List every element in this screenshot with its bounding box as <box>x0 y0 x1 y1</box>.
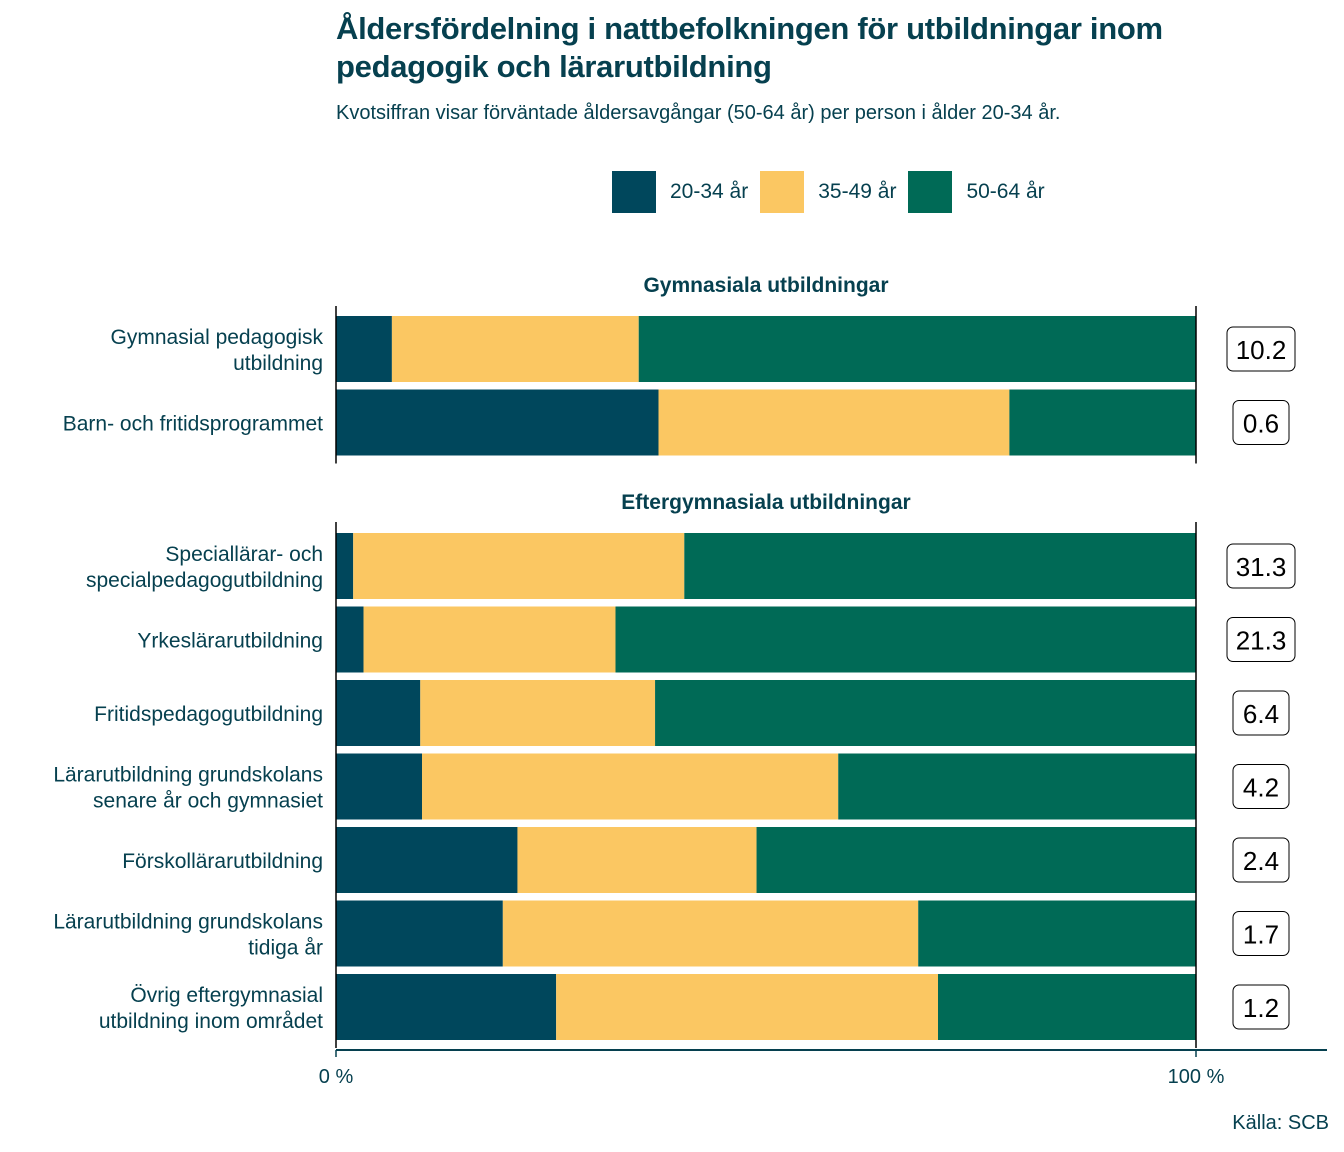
bar-segment-gymnasiala-1-1 <box>658 389 1010 456</box>
ratio-box-eftergymnasiala-4 <box>1232 837 1290 883</box>
bar-segment-eftergymnasiala-2-2 <box>655 680 1196 746</box>
category-label-eftergymnasiala-1: Yrkeslärarutbildning <box>137 630 323 653</box>
category-label-eftergymnasiala-5-line-1: tidiga år <box>248 937 323 960</box>
ratio-label-eftergymnasiala-2: 6.4 <box>1243 699 1279 729</box>
category-label-eftergymnasiala-6-line-0: Övrig eftergymnasial <box>130 984 323 1007</box>
bar-segment-eftergymnasiala-0-1 <box>353 533 685 599</box>
ratio-label-eftergymnasiala-6: 1.2 <box>1243 993 1279 1023</box>
bar-segment-eftergymnasiala-5-0 <box>336 900 503 967</box>
category-label-gymnasiala-0-line-0: Gymnasial pedagogisk <box>111 326 324 349</box>
bar-segment-eftergymnasiala-6-0 <box>336 974 557 1040</box>
category-label-eftergymnasiala-0-line-0: Speciallärar- och <box>165 543 323 566</box>
bar-segment-eftergymnasiala-5-1 <box>502 900 919 967</box>
ratio-box-eftergymnasiala-2 <box>1232 690 1290 736</box>
bar-segment-gymnasiala-0-0 <box>336 316 392 382</box>
ratio-box-eftergymnasiala-3 <box>1232 764 1290 809</box>
chart-title-line-1: Åldersfördelning i nattbefolkningen för … <box>336 11 1163 46</box>
bar-segment-eftergymnasiala-1-0 <box>336 606 364 673</box>
ratio-box-eftergymnasiala-0 <box>1226 543 1296 589</box>
chart-title-line-2: pedagogik och lärarutbildning <box>336 49 772 84</box>
bar-segment-gymnasiala-1-2 <box>1009 389 1196 456</box>
ratio-label-gymnasiala-0: 10.2 <box>1236 335 1287 365</box>
legend-item-20-34: 20-34 år <box>612 171 748 213</box>
ratio-label-eftergymnasiala-4: 2.4 <box>1243 846 1279 876</box>
bar-segment-eftergymnasiala-6-1 <box>556 974 938 1040</box>
legend-swatch-20-34 <box>612 171 656 213</box>
legend-label-35-49: 35-49 år <box>818 180 897 203</box>
bar-segment-eftergymnasiala-4-0 <box>336 827 518 893</box>
bar-segment-eftergymnasiala-0-2 <box>684 533 1196 599</box>
bar-segment-eftergymnasiala-6-2 <box>938 974 1196 1040</box>
source-note: Källa: SCB <box>1232 1112 1329 1134</box>
bar-segment-eftergymnasiala-2-1 <box>420 680 656 746</box>
x-tick-label-0: 0 % <box>319 1066 354 1088</box>
ratio-label-gymnasiala-1: 0.6 <box>1243 409 1279 439</box>
legend-label-50-64: 50-64 år <box>966 180 1045 203</box>
category-label-eftergymnasiala-3-line-1: senare år och gymnasiet <box>93 790 323 813</box>
category-label-eftergymnasiala-3-line-0: Lärarutbildning grundskolans <box>53 764 323 787</box>
category-label-eftergymnasiala-5-line-0: Lärarutbildning grundskolans <box>53 911 323 934</box>
ratio-box-eftergymnasiala-5 <box>1232 911 1290 956</box>
bar-segment-gymnasiala-0-2 <box>638 316 1196 382</box>
legend-swatch-35-49 <box>760 171 805 213</box>
ratio-label-eftergymnasiala-1: 21.3 <box>1236 626 1287 656</box>
legend-swatch-50-64 <box>908 171 953 213</box>
chart-title: Åldersfördelning i nattbefolkningen för … <box>336 10 1326 86</box>
bar-segment-eftergymnasiala-3-0 <box>336 753 422 820</box>
bar-segment-eftergymnasiala-3-1 <box>422 753 839 820</box>
legend-item-50-64: 50-64 år <box>908 171 1045 213</box>
category-label-eftergymnasiala-2: Fritidspedagogutbildning <box>94 703 323 726</box>
x-tick-label-1: 100 % <box>1168 1066 1225 1088</box>
category-label-eftergymnasiala-6-line-1: utbildning inom området <box>99 1010 323 1033</box>
category-label-eftergymnasiala-0-line-1: specialpedagogutbildning <box>86 569 323 592</box>
bar-segment-eftergymnasiala-1-1 <box>363 606 616 673</box>
bar-segment-eftergymnasiala-1-2 <box>615 606 1196 673</box>
ratio-label-eftergymnasiala-0: 31.3 <box>1236 552 1287 582</box>
ratio-box-eftergymnasiala-1 <box>1226 617 1296 662</box>
bar-segment-eftergymnasiala-5-2 <box>918 900 1196 967</box>
ratio-label-eftergymnasiala-5: 1.7 <box>1243 920 1279 950</box>
legend: 20-34 år 35-49 år 50-64 år <box>612 171 1057 213</box>
bar-segment-gymnasiala-0-1 <box>391 316 639 382</box>
chart-subtitle: Kvotsiffran visar förväntade åldersavgån… <box>336 102 1061 124</box>
bar-segment-eftergymnasiala-4-2 <box>756 827 1196 893</box>
ratio-label-eftergymnasiala-3: 4.2 <box>1243 773 1279 803</box>
bar-segment-eftergymnasiala-2-0 <box>336 680 421 746</box>
ratio-box-gymnasiala-1 <box>1232 400 1290 445</box>
bar-segment-eftergymnasiala-3-2 <box>838 753 1196 820</box>
category-label-eftergymnasiala-4: Förskollärarutbildning <box>122 850 323 873</box>
ratio-box-eftergymnasiala-6 <box>1232 984 1290 1030</box>
panel-title-gymnasiala: Gymnasiala utbildningar <box>643 274 888 297</box>
ratio-box-gymnasiala-0 <box>1226 326 1296 372</box>
panel-title-eftergymnasiala: Eftergymnasiala utbildningar <box>621 491 910 514</box>
bar-segment-gymnasiala-1-0 <box>336 389 659 456</box>
legend-item-35-49: 35-49 år <box>760 171 896 213</box>
category-label-gymnasiala-1: Barn- och fritidsprogrammet <box>63 413 323 436</box>
legend-label-20-34: 20-34 år <box>670 180 749 203</box>
bar-segment-eftergymnasiala-0-0 <box>336 533 354 599</box>
bar-segment-eftergymnasiala-4-1 <box>517 827 757 893</box>
category-label-gymnasiala-0-line-1: utbildning <box>233 352 323 375</box>
